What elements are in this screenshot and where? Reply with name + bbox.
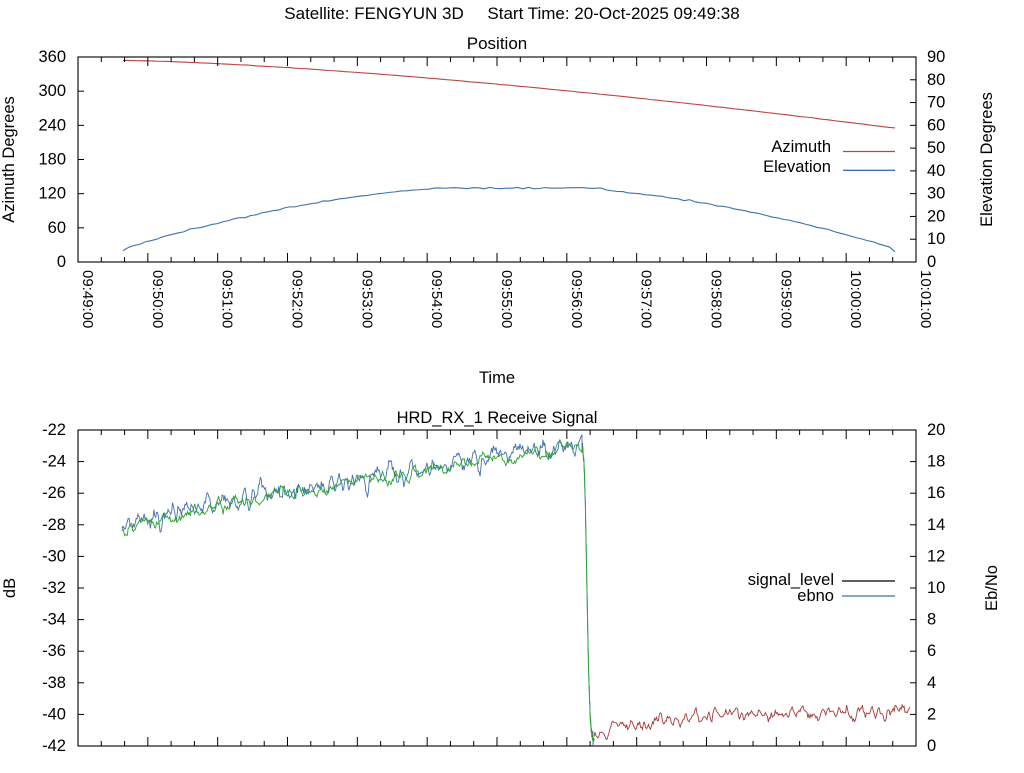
svg-text:10:01:00: 10:01:00 [917, 270, 934, 328]
svg-text:14: 14 [927, 516, 945, 534]
svg-text:60: 60 [927, 116, 945, 134]
svg-text:Satellite: FENGYUN 3D Star: Satellite: FENGYUN 3D Start Time: 20-Oct… [284, 4, 739, 23]
svg-text:90: 90 [927, 48, 945, 66]
svg-text:240: 240 [38, 116, 66, 134]
svg-text:10: 10 [927, 579, 945, 597]
svg-text:-26: -26 [42, 484, 66, 502]
svg-text:-38: -38 [42, 674, 66, 692]
svg-text:40: 40 [927, 162, 945, 180]
svg-text:-40: -40 [42, 705, 66, 723]
svg-text:09:56:00: 09:56:00 [568, 270, 585, 328]
svg-text:09:50:00: 09:50:00 [149, 270, 166, 328]
svg-text:50: 50 [927, 139, 945, 157]
svg-text:Time: Time [479, 369, 515, 387]
svg-text:dB: dB [1, 578, 19, 598]
svg-text:30: 30 [927, 185, 945, 203]
svg-text:360: 360 [38, 48, 66, 66]
svg-text:-30: -30 [42, 547, 66, 565]
svg-text:09:54:00: 09:54:00 [428, 270, 445, 328]
svg-text:120: 120 [38, 185, 66, 203]
svg-text:12: 12 [927, 547, 945, 565]
svg-text:20: 20 [927, 421, 945, 439]
svg-text:6: 6 [927, 642, 936, 660]
svg-text:4: 4 [927, 674, 936, 692]
svg-text:300: 300 [38, 82, 66, 100]
svg-text:Azimuth: Azimuth [771, 138, 831, 156]
svg-text:Azimuth Degrees: Azimuth Degrees [0, 96, 18, 223]
svg-text:180: 180 [38, 151, 66, 169]
svg-text:0: 0 [57, 253, 66, 271]
svg-text:09:53:00: 09:53:00 [358, 270, 375, 328]
svg-text:-24: -24 [42, 453, 66, 471]
svg-text:18: 18 [927, 453, 945, 471]
svg-text:-36: -36 [42, 642, 66, 660]
svg-text:-42: -42 [42, 737, 66, 755]
svg-text:0: 0 [927, 737, 936, 755]
svg-text:09:58:00: 09:58:00 [708, 270, 725, 328]
svg-text:Elevation: Elevation [763, 158, 831, 176]
svg-text:09:59:00: 09:59:00 [777, 270, 794, 328]
svg-text:ebno: ebno [797, 587, 834, 605]
svg-text:09:49:00: 09:49:00 [79, 270, 96, 328]
svg-text:2: 2 [927, 705, 936, 723]
svg-text:16: 16 [927, 484, 945, 502]
svg-text:-28: -28 [42, 516, 66, 534]
svg-text:09:55:00: 09:55:00 [498, 270, 515, 328]
svg-text:60: 60 [48, 219, 66, 237]
svg-text:-32: -32 [42, 579, 66, 597]
svg-text:70: 70 [927, 94, 945, 112]
svg-text:Eb/No: Eb/No [983, 565, 1001, 611]
svg-text:09:57:00: 09:57:00 [638, 270, 655, 328]
svg-text:Elevation Degrees: Elevation Degrees [978, 92, 996, 227]
svg-text:0: 0 [927, 253, 936, 271]
svg-text:-22: -22 [42, 421, 66, 439]
svg-text:8: 8 [927, 611, 936, 629]
svg-text:09:51:00: 09:51:00 [219, 270, 236, 328]
svg-text:20: 20 [927, 207, 945, 225]
svg-text:-34: -34 [42, 611, 66, 629]
svg-text:80: 80 [927, 71, 945, 89]
svg-text:Position: Position [467, 34, 527, 53]
svg-text:10: 10 [927, 230, 945, 248]
svg-text:09:52:00: 09:52:00 [289, 270, 306, 328]
svg-text:10:00:00: 10:00:00 [847, 270, 864, 328]
svg-text:HRD_RX_1 Receive Signal: HRD_RX_1 Receive Signal [397, 409, 598, 427]
